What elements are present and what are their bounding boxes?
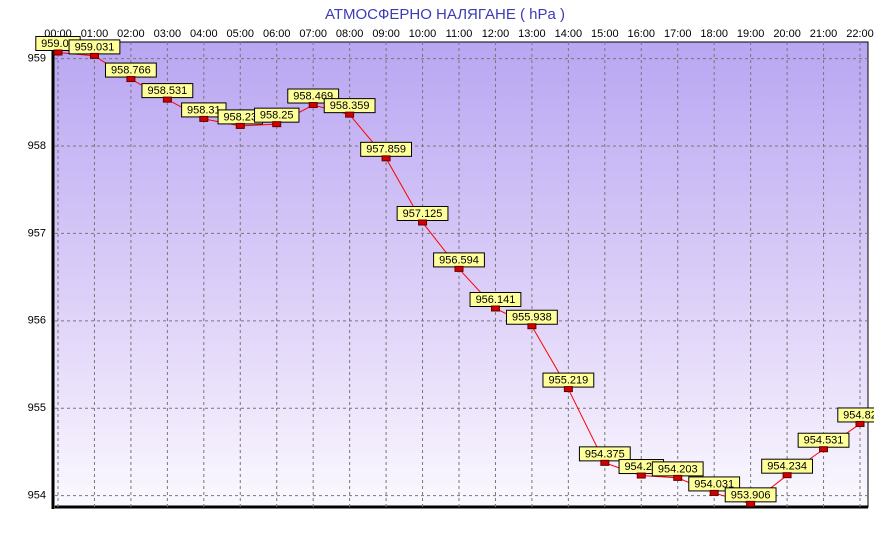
- x-tick-label: 04:00: [190, 28, 218, 40]
- data-label: 958.25: [260, 110, 294, 122]
- data-label: 955.219: [548, 374, 588, 386]
- marker: [308, 102, 318, 109]
- marker: [746, 500, 756, 507]
- data-label: 958.31: [187, 104, 221, 116]
- marker: [235, 122, 245, 129]
- data-label: 954.375: [585, 448, 625, 460]
- data-label: 955.938: [512, 312, 552, 324]
- x-tick-label: 17:00: [664, 28, 692, 40]
- x-tick-label: 12:00: [482, 28, 510, 40]
- y-tick-label: 954: [28, 490, 46, 502]
- x-tick-label: 05:00: [227, 28, 255, 40]
- marker: [126, 76, 136, 83]
- marker: [563, 386, 573, 393]
- data-label: 957.125: [403, 208, 443, 220]
- x-tick-label: 20:00: [773, 28, 801, 40]
- x-tick-label: 15:00: [591, 28, 619, 40]
- data-label: 954.23: [624, 461, 658, 473]
- marker: [782, 472, 792, 479]
- data-label: 959.031: [75, 41, 115, 53]
- y-tick-label: 959: [28, 53, 46, 65]
- marker: [600, 459, 610, 466]
- x-tick-label: 21:00: [810, 28, 838, 40]
- marker: [819, 446, 829, 453]
- plot-area: [52, 41, 869, 508]
- marker: [490, 305, 500, 312]
- marker: [673, 474, 683, 481]
- data-label: 956.594: [439, 254, 479, 266]
- x-tick-label: 22:00: [846, 28, 874, 40]
- marker: [709, 489, 719, 496]
- data-label: 958.359: [330, 100, 370, 112]
- y-tick-label: 957: [28, 227, 46, 239]
- x-tick-label: 03:00: [154, 28, 182, 40]
- marker: [162, 96, 172, 103]
- marker: [381, 155, 391, 162]
- data-label: 953.906: [731, 489, 771, 501]
- x-tick-label: 10:00: [409, 28, 437, 40]
- marker: [272, 121, 282, 128]
- x-tick-label: 08:00: [336, 28, 364, 40]
- data-label: 958.531: [147, 85, 187, 97]
- x-tick-label: 07:00: [299, 28, 327, 40]
- data-label: 958.766: [111, 64, 151, 76]
- data-label: 958.23: [223, 111, 257, 123]
- marker: [345, 111, 355, 118]
- marker: [855, 420, 865, 427]
- data-label: 954.82: [843, 409, 874, 421]
- x-tick-label: 19:00: [737, 28, 765, 40]
- data-label: 954.234: [767, 461, 807, 473]
- x-tick-label: 06:00: [263, 28, 291, 40]
- x-tick-label: 02:00: [117, 28, 145, 40]
- x-tick-label: 13:00: [518, 28, 546, 40]
- x-tick-label: 18:00: [700, 28, 728, 40]
- x-tick-label: 11:00: [446, 28, 473, 40]
- x-tick-label: 14:00: [555, 28, 583, 40]
- marker: [53, 49, 63, 56]
- data-label: 959.07: [41, 38, 75, 50]
- marker: [199, 115, 209, 122]
- y-tick-label: 956: [28, 315, 46, 327]
- data-label: 958.469: [293, 90, 333, 102]
- x-tick-label: 01:00: [81, 28, 109, 40]
- x-tick-label: 16:00: [628, 28, 656, 40]
- data-label: 954.531: [804, 435, 844, 447]
- y-tick-label: 958: [28, 140, 46, 152]
- chart-title: АТМОСФЕРНО НАЛЯГАНЕ ( hPa ): [325, 6, 565, 23]
- data-label: 954.203: [658, 463, 698, 475]
- marker: [636, 472, 646, 479]
- y-tick-label: 955: [28, 402, 46, 414]
- marker: [454, 265, 464, 272]
- data-label: 954.031: [694, 478, 734, 490]
- data-label: 956.141: [476, 294, 516, 306]
- data-label: 957.859: [366, 144, 406, 156]
- marker: [418, 219, 428, 226]
- x-tick-label: 09:00: [372, 28, 400, 40]
- marker: [527, 323, 537, 330]
- marker: [89, 52, 99, 59]
